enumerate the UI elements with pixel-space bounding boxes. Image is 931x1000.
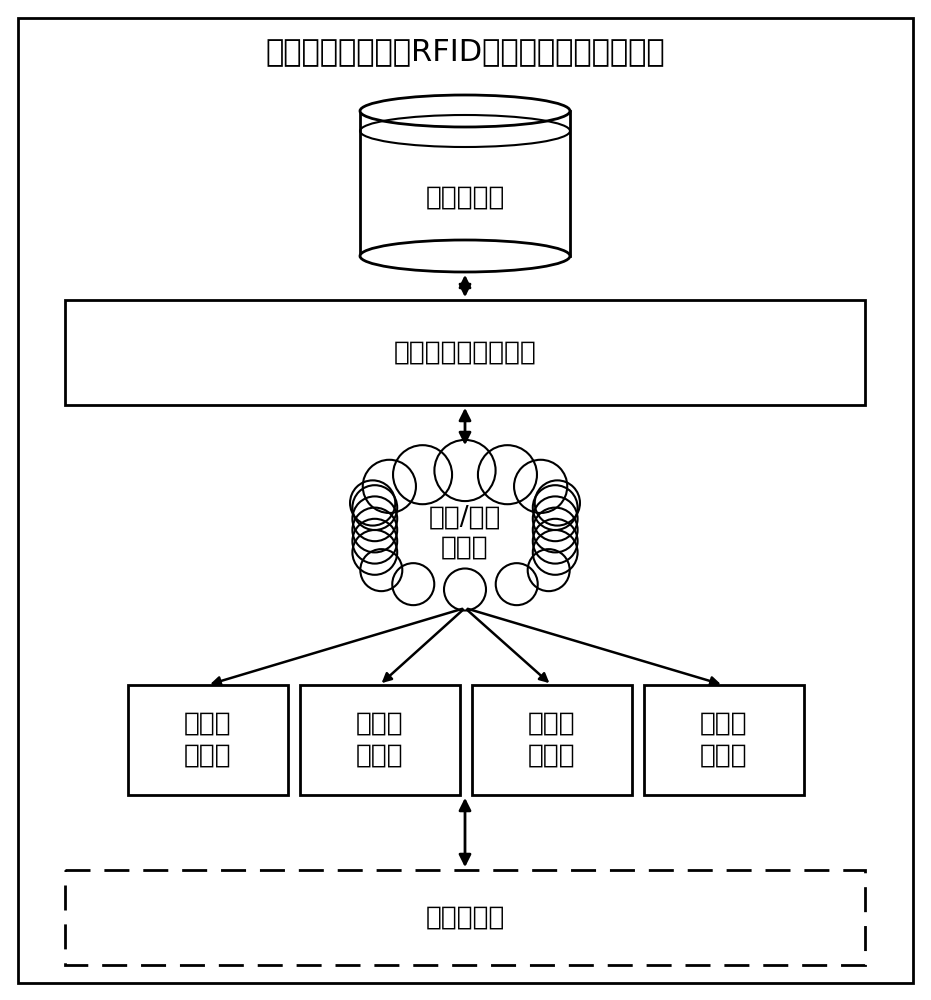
Text: 安全保: 安全保: [700, 711, 748, 737]
Circle shape: [528, 549, 570, 591]
Circle shape: [353, 519, 398, 564]
Circle shape: [533, 485, 577, 530]
Text: 生产管理应用服务器: 生产管理应用服务器: [394, 340, 536, 365]
Bar: [128, 685, 288, 795]
Text: 制终端: 制终端: [183, 743, 231, 769]
Circle shape: [353, 508, 398, 552]
Circle shape: [533, 496, 577, 541]
Text: 护终端: 护终端: [700, 743, 748, 769]
Bar: [471, 685, 631, 795]
Circle shape: [350, 480, 396, 526]
Text: 提升运动生产线上RFID标签读写成功率的系统: 提升运动生产线上RFID标签读写成功率的系统: [265, 37, 665, 66]
Bar: [65, 300, 865, 405]
Ellipse shape: [360, 95, 570, 127]
Circle shape: [363, 460, 416, 513]
Bar: [360, 111, 570, 256]
Ellipse shape: [360, 240, 570, 272]
Text: 测终端: 测终端: [356, 743, 403, 769]
Circle shape: [393, 445, 452, 504]
Ellipse shape: [377, 478, 553, 582]
Circle shape: [444, 568, 486, 610]
Circle shape: [495, 563, 538, 605]
Text: 纠错控: 纠错控: [528, 711, 575, 737]
Text: 制终端: 制终端: [528, 743, 575, 769]
Circle shape: [533, 530, 577, 575]
Bar: [300, 685, 460, 795]
Text: 业务数据库: 业务数据库: [425, 185, 505, 211]
Bar: [643, 685, 803, 795]
Text: 产品生产线: 产品生产线: [425, 904, 505, 930]
Circle shape: [435, 440, 495, 501]
Circle shape: [353, 485, 398, 530]
Circle shape: [392, 563, 434, 605]
Circle shape: [533, 519, 577, 564]
Circle shape: [534, 480, 580, 526]
Text: 局域网: 局域网: [441, 535, 489, 561]
Circle shape: [360, 549, 402, 591]
Circle shape: [353, 530, 398, 575]
Bar: [65, 870, 865, 965]
Text: 数据检: 数据检: [356, 711, 403, 737]
Circle shape: [533, 508, 577, 552]
Text: 有线/无线: 有线/无线: [429, 505, 501, 531]
Text: 读写控: 读写控: [183, 711, 231, 737]
Circle shape: [353, 496, 398, 541]
Circle shape: [514, 460, 567, 513]
Circle shape: [478, 445, 537, 504]
